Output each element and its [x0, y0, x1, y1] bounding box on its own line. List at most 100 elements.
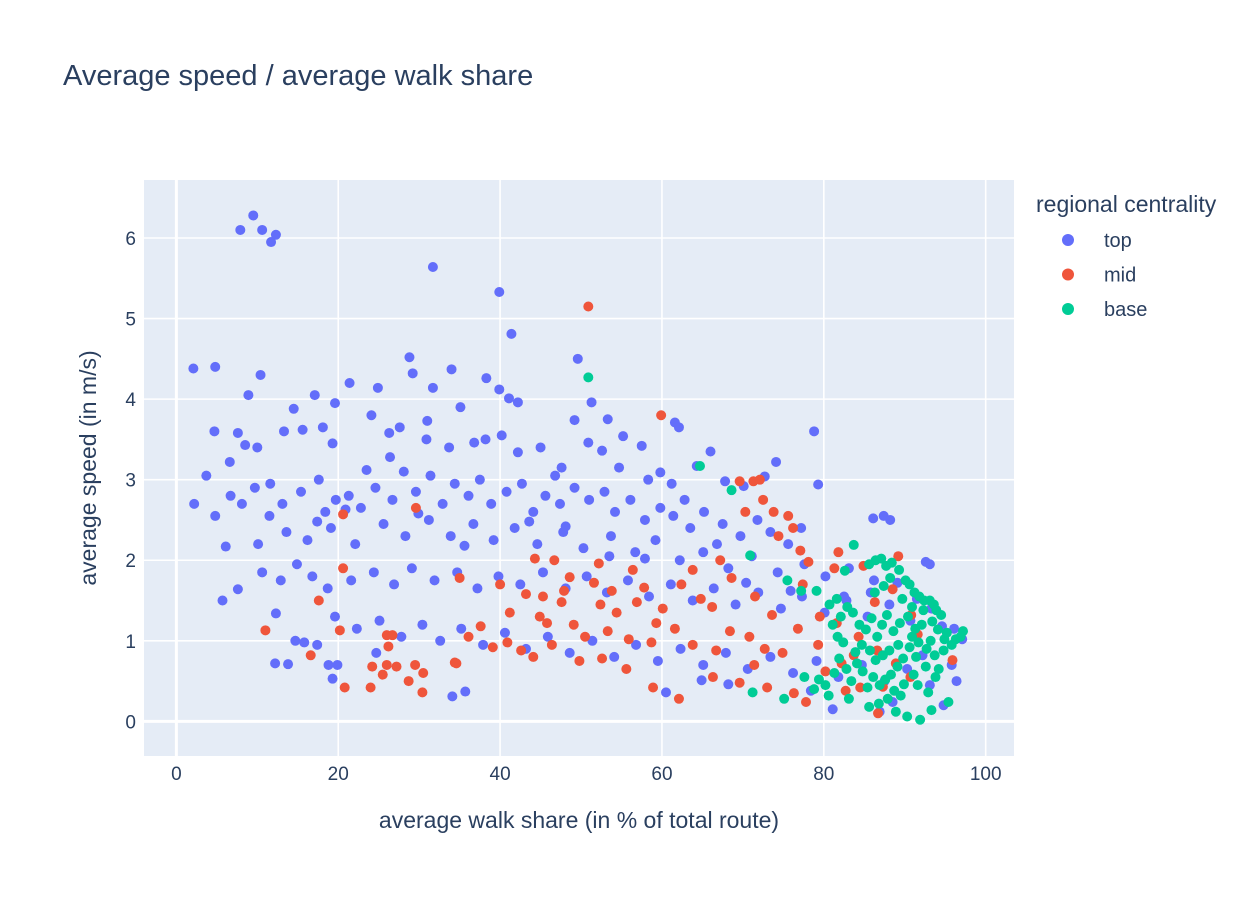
- data-point[interactable]: [445, 531, 456, 542]
- data-point[interactable]: [509, 523, 520, 534]
- data-point[interactable]: [502, 637, 513, 648]
- data-point[interactable]: [674, 555, 685, 566]
- data-point[interactable]: [669, 623, 680, 634]
- data-point[interactable]: [885, 514, 896, 525]
- data-point[interactable]: [320, 506, 331, 517]
- data-point[interactable]: [323, 659, 334, 670]
- data-point[interactable]: [515, 579, 526, 590]
- data-point[interactable]: [904, 642, 915, 653]
- data-point[interactable]: [622, 575, 633, 586]
- data-point[interactable]: [410, 659, 421, 670]
- data-point[interactable]: [675, 643, 686, 654]
- data-point[interactable]: [499, 627, 510, 638]
- data-point[interactable]: [288, 403, 299, 414]
- data-point[interactable]: [588, 577, 599, 588]
- data-point[interactable]: [463, 631, 474, 642]
- data-point[interactable]: [564, 572, 575, 583]
- data-point[interactable]: [936, 610, 947, 621]
- data-point[interactable]: [665, 579, 676, 590]
- data-point[interactable]: [556, 597, 567, 608]
- data-point[interactable]: [279, 426, 290, 437]
- data-point[interactable]: [529, 553, 540, 564]
- data-point[interactable]: [451, 658, 462, 669]
- data-point[interactable]: [820, 666, 831, 677]
- data-point[interactable]: [614, 462, 625, 473]
- data-point[interactable]: [480, 434, 491, 445]
- data-point[interactable]: [720, 647, 731, 658]
- data-point[interactable]: [427, 262, 438, 273]
- data-point[interactable]: [550, 470, 561, 481]
- data-point[interactable]: [762, 682, 773, 693]
- data-point[interactable]: [332, 659, 343, 670]
- data-point[interactable]: [918, 605, 929, 616]
- data-point[interactable]: [232, 427, 243, 438]
- data-point[interactable]: [549, 555, 560, 566]
- data-point[interactable]: [327, 438, 338, 449]
- data-point[interactable]: [747, 687, 758, 698]
- data-point[interactable]: [396, 631, 407, 642]
- data-point[interactable]: [820, 571, 831, 582]
- data-point[interactable]: [224, 456, 235, 467]
- data-point[interactable]: [329, 611, 340, 622]
- data-point[interactable]: [248, 210, 259, 221]
- data-point[interactable]: [884, 599, 895, 610]
- data-point[interactable]: [277, 498, 288, 509]
- data-point[interactable]: [417, 619, 428, 630]
- data-point[interactable]: [506, 328, 517, 339]
- data-point[interactable]: [338, 563, 349, 574]
- data-point[interactable]: [338, 509, 349, 520]
- data-point[interactable]: [772, 567, 783, 578]
- data-point[interactable]: [842, 601, 853, 612]
- data-point[interactable]: [367, 661, 378, 672]
- data-point[interactable]: [281, 527, 292, 538]
- data-point[interactable]: [636, 440, 647, 451]
- data-point[interactable]: [270, 658, 281, 669]
- data-point[interactable]: [537, 591, 548, 602]
- data-point[interactable]: [857, 666, 868, 677]
- data-point[interactable]: [556, 462, 567, 473]
- data-point[interactable]: [765, 527, 776, 538]
- data-point[interactable]: [257, 567, 268, 578]
- data-point[interactable]: [188, 363, 199, 374]
- data-point[interactable]: [343, 490, 354, 501]
- data-point[interactable]: [707, 601, 718, 612]
- data-point[interactable]: [325, 523, 336, 534]
- data-point[interactable]: [841, 663, 852, 674]
- data-point[interactable]: [887, 584, 898, 595]
- data-point[interactable]: [528, 651, 539, 662]
- data-point[interactable]: [569, 482, 580, 493]
- data-point[interactable]: [767, 610, 778, 621]
- data-point[interactable]: [265, 478, 276, 489]
- data-point[interactable]: [771, 456, 782, 467]
- data-point[interactable]: [868, 575, 879, 586]
- data-point[interactable]: [668, 510, 679, 521]
- data-point[interactable]: [597, 653, 608, 664]
- data-point[interactable]: [599, 486, 610, 497]
- data-point[interactable]: [720, 476, 731, 487]
- data-point[interactable]: [630, 547, 641, 558]
- data-point[interactable]: [275, 575, 286, 586]
- data-point[interactable]: [512, 397, 523, 408]
- data-point[interactable]: [472, 583, 483, 594]
- data-point[interactable]: [609, 651, 620, 662]
- data-point[interactable]: [463, 490, 474, 501]
- data-point[interactable]: [734, 677, 745, 688]
- data-point[interactable]: [833, 547, 844, 558]
- data-point[interactable]: [542, 631, 553, 642]
- data-point[interactable]: [876, 553, 887, 564]
- data-point[interactable]: [924, 559, 935, 570]
- data-point[interactable]: [368, 567, 379, 578]
- data-point[interactable]: [387, 494, 398, 505]
- data-point[interactable]: [378, 518, 389, 529]
- data-point[interactable]: [437, 498, 448, 509]
- data-point[interactable]: [655, 502, 666, 513]
- data-point[interactable]: [768, 506, 779, 517]
- data-point[interactable]: [759, 643, 770, 654]
- data-point[interactable]: [398, 466, 409, 477]
- data-point[interactable]: [694, 460, 705, 471]
- data-point[interactable]: [779, 693, 790, 704]
- data-point[interactable]: [344, 378, 355, 389]
- data-point[interactable]: [734, 476, 745, 487]
- data-point[interactable]: [307, 571, 318, 582]
- data-point[interactable]: [773, 531, 784, 542]
